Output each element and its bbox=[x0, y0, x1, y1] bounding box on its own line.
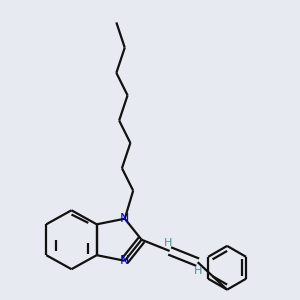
Text: N: N bbox=[120, 254, 129, 267]
Text: H: H bbox=[194, 266, 203, 276]
Text: H: H bbox=[164, 238, 172, 248]
Text: N: N bbox=[120, 212, 129, 225]
